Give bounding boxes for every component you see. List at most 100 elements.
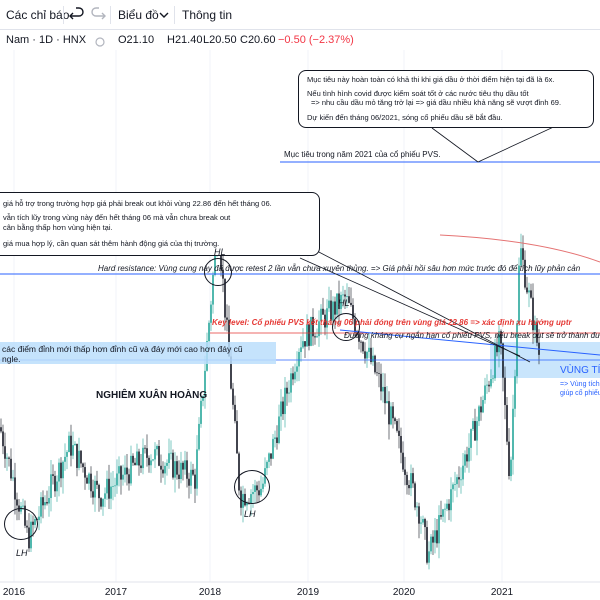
candle-body [54, 475, 56, 492]
candle-body [506, 405, 508, 442]
candle-body [274, 437, 276, 439]
candle-body [460, 479, 462, 481]
candle-body [396, 421, 398, 431]
candle-body [398, 430, 400, 436]
info-button[interactable]: Thông tin [182, 8, 233, 22]
high-value: H21.40 [167, 34, 203, 46]
candle-body [80, 450, 82, 464]
callout-text: => nhu cầu dầu mỏ tăng trở lại => giá dầ… [311, 98, 562, 107]
candle-body [276, 437, 278, 443]
candle-body [344, 294, 346, 297]
lh-marker: LH [16, 548, 28, 558]
candle-body [456, 477, 458, 485]
candle-body [510, 459, 512, 477]
grid [13, 50, 503, 582]
redo-icon[interactable] [89, 6, 107, 24]
toolbar-divider [174, 6, 175, 24]
candle-body [516, 323, 518, 377]
toolbar-divider [63, 6, 64, 24]
candle-body [340, 294, 342, 310]
candle-body [156, 445, 158, 450]
candle-body [370, 347, 372, 363]
x-tick-label: 2019 [297, 587, 320, 598]
zone-text: => Vùng tích lũy [560, 381, 600, 388]
undo-icon[interactable] [68, 6, 86, 24]
callout-text: vẫn tích lũy trong vùng này đến hết thán… [3, 213, 231, 222]
candle-body [450, 489, 452, 511]
candle-body [438, 515, 440, 544]
candle-body [268, 453, 270, 462]
candle-body [472, 421, 474, 430]
chevron-down-icon[interactable] [155, 6, 173, 24]
indicators-button[interactable]: Các chỉ báo [6, 8, 70, 22]
candle-body [212, 274, 214, 305]
candle-body [84, 467, 86, 478]
candle-body [404, 469, 406, 475]
candle-body [180, 462, 182, 480]
candle-body [346, 296, 348, 298]
callout-pointer [477, 123, 561, 163]
candle-body [498, 331, 500, 353]
candle-body [532, 297, 534, 331]
candle-body [148, 457, 150, 466]
candle-body [8, 457, 10, 459]
candle-body [78, 450, 80, 468]
candle-body [2, 431, 4, 447]
candle-body [64, 456, 66, 462]
peak-circle [204, 258, 232, 286]
candle-body [112, 485, 114, 487]
candle-body [290, 373, 292, 393]
candle-body [94, 480, 96, 498]
candle-body [378, 373, 380, 374]
candle-body [236, 421, 238, 454]
candle-body [394, 418, 396, 422]
candle-body [358, 334, 360, 342]
candle-body [470, 429, 472, 448]
candle-body [118, 466, 120, 474]
candle-body [462, 465, 464, 480]
candle-body [416, 506, 418, 508]
chart-menu-button[interactable]: Biểu đồ [118, 8, 159, 22]
candle-body [300, 347, 302, 352]
candle-body [192, 469, 194, 475]
candle-body [434, 530, 436, 543]
candle-body [408, 484, 410, 489]
candle-body [500, 331, 502, 344]
candle-body [380, 373, 382, 392]
candle-body [190, 469, 192, 486]
candle-body [174, 461, 176, 478]
candle-body [38, 516, 40, 521]
dot-status-icon [95, 37, 105, 47]
x-tick-label: 2017 [105, 587, 128, 598]
candle-body [320, 308, 322, 322]
candle-body [486, 384, 488, 386]
candle-body [454, 484, 456, 485]
candle-body [228, 319, 230, 357]
zone-title: VÙNG TÍ [560, 365, 600, 376]
candle-body [200, 400, 202, 424]
candle-series [0, 233, 540, 570]
candle-body [324, 314, 326, 328]
candle-body [318, 321, 320, 337]
candle-body [108, 478, 110, 499]
candle-body [120, 466, 122, 480]
candle-body [520, 248, 522, 266]
candle-body [204, 370, 206, 397]
candle-body [286, 387, 288, 394]
author-watermark: NGHIÊM XUÂN HOÀNG [96, 390, 208, 401]
candle-body [328, 300, 330, 309]
candle-body [48, 498, 50, 504]
candle-body [0, 427, 2, 432]
candle-body [142, 447, 144, 469]
candle-body [342, 294, 344, 296]
candle-body [488, 384, 490, 387]
candle-body [478, 406, 480, 422]
candle-body [294, 371, 296, 380]
candle-body [514, 376, 516, 409]
candle-body [146, 448, 148, 458]
price-chart[interactable]: 2016 2017 2018 2019 2020 2021 [0, 30, 600, 600]
candle-body [458, 477, 460, 480]
candle-body [412, 473, 414, 484]
x-tick-label: 2018 [199, 587, 222, 598]
candle-body [490, 378, 492, 387]
